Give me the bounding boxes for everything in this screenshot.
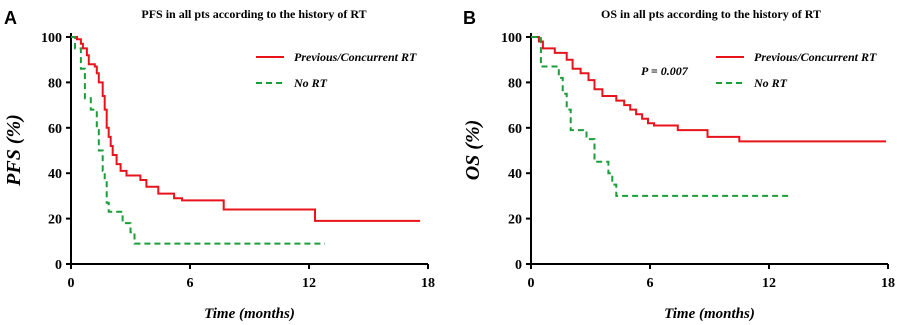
y-tick-label: 60	[48, 122, 62, 137]
chart-panel-b: B OS in all pts according to the history …	[462, 7, 895, 322]
y-tick-label: 80	[508, 76, 522, 91]
series-line-rt	[531, 36, 886, 143]
x-tick-label: 0	[68, 276, 75, 291]
y-axis-label: PFS (%)	[3, 114, 25, 187]
legend-label: No RT	[293, 76, 328, 90]
series-line-no-rt	[71, 36, 325, 245]
y-tick-label: 0	[55, 258, 62, 273]
panel-letter: B	[463, 8, 476, 28]
legend-label: Previous/Concurrent RT	[294, 50, 417, 64]
x-tick-label: 6	[647, 276, 654, 291]
series-line-no-rt	[531, 36, 791, 197]
y-tick-label: 80	[48, 76, 62, 91]
y-tick-label: 60	[508, 122, 522, 137]
y-tick-label: 0	[515, 258, 522, 273]
x-axis-label: Time (months)	[204, 306, 295, 322]
y-tick-label: 20	[48, 213, 62, 228]
panel-letter: A	[4, 8, 17, 28]
y-tick-label: 40	[508, 167, 522, 182]
y-tick-label: 100	[41, 31, 62, 46]
legend-label: Previous/Concurrent RT	[754, 50, 877, 64]
x-tick-label: 12	[302, 276, 316, 291]
y-tick-label: 100	[501, 31, 522, 46]
chart-title: PFS in all pts according to the history …	[141, 7, 366, 21]
x-tick-label: 6	[187, 276, 194, 291]
series-line-rt	[71, 36, 421, 222]
p-value-annotation: P = 0.007	[641, 64, 689, 78]
x-tick-label: 12	[762, 276, 776, 291]
legend-label: No RT	[753, 76, 788, 90]
chart-title: OS in all pts according to the history o…	[601, 7, 821, 21]
y-axis-label: OS (%)	[462, 120, 484, 181]
y-tick-label: 20	[508, 213, 522, 228]
x-axis-label: Time (months)	[664, 306, 755, 322]
x-tick-label: 18	[881, 276, 895, 291]
y-tick-label: 40	[48, 167, 62, 182]
chart-panel-a: A PFS in all pts according to the history…	[3, 7, 435, 322]
x-tick-label: 0	[528, 276, 535, 291]
x-tick-label: 18	[421, 276, 435, 291]
